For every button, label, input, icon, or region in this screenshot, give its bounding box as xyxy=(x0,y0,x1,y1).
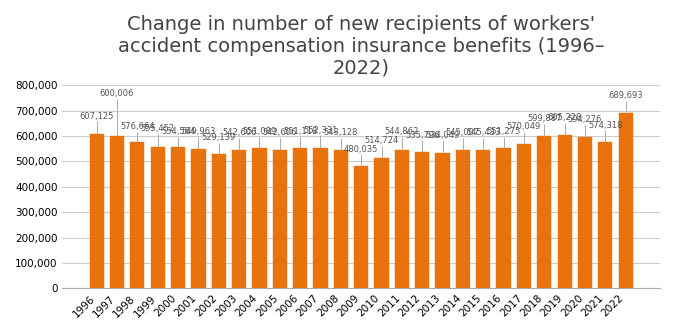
Bar xyxy=(212,154,226,288)
Text: 555,452: 555,452 xyxy=(140,124,175,133)
Text: 545,007: 545,007 xyxy=(446,128,480,137)
Text: 542,606: 542,606 xyxy=(263,128,297,137)
Text: 480,035: 480,035 xyxy=(344,145,379,154)
Bar xyxy=(558,135,572,288)
Text: 605,228: 605,228 xyxy=(547,113,582,122)
Bar xyxy=(90,134,104,288)
Text: 534,049: 534,049 xyxy=(425,131,460,140)
Text: 689,693: 689,693 xyxy=(608,92,643,100)
Bar xyxy=(313,148,327,288)
Bar xyxy=(110,136,124,288)
Bar xyxy=(618,113,633,288)
Text: 576,664: 576,664 xyxy=(120,122,155,131)
Text: 545,433: 545,433 xyxy=(466,128,500,137)
Bar xyxy=(191,149,205,288)
Text: 543,128: 543,128 xyxy=(323,128,358,137)
Bar xyxy=(375,158,389,288)
Text: 574,318: 574,318 xyxy=(588,121,622,130)
Bar xyxy=(354,166,369,288)
Text: 551,275: 551,275 xyxy=(487,127,520,136)
Text: 514,724: 514,724 xyxy=(364,136,399,145)
Text: 554,564: 554,564 xyxy=(161,127,195,136)
Bar xyxy=(171,147,185,288)
Bar xyxy=(293,148,307,288)
Bar xyxy=(395,150,409,288)
Text: 529,139: 529,139 xyxy=(202,133,236,142)
Bar xyxy=(151,147,165,288)
Text: 542,606: 542,606 xyxy=(222,128,256,137)
Bar xyxy=(273,151,287,288)
Text: 570,049: 570,049 xyxy=(507,122,541,131)
Text: 607,125: 607,125 xyxy=(80,112,114,121)
Bar xyxy=(232,151,246,288)
Bar xyxy=(456,150,470,288)
Bar xyxy=(130,142,144,288)
Text: 549,963: 549,963 xyxy=(181,127,215,136)
Bar xyxy=(252,148,267,288)
Text: 551,089: 551,089 xyxy=(242,127,277,136)
Text: 594,276: 594,276 xyxy=(568,116,602,125)
Text: 599,887: 599,887 xyxy=(527,114,562,123)
Bar xyxy=(415,152,429,288)
Title: Change in number of new recipients of workers'
accident compensation insurance b: Change in number of new recipients of wo… xyxy=(118,15,605,78)
Bar xyxy=(333,150,348,288)
Text: 544,862: 544,862 xyxy=(385,128,419,136)
Text: 535,796: 535,796 xyxy=(405,131,439,140)
Text: 552,331: 552,331 xyxy=(303,126,338,135)
Bar xyxy=(598,142,612,288)
Text: 551,118: 551,118 xyxy=(283,127,317,136)
Bar xyxy=(497,148,511,288)
Bar xyxy=(476,150,491,288)
Bar xyxy=(578,137,592,288)
Text: 600,006: 600,006 xyxy=(100,89,134,98)
Bar xyxy=(537,136,551,288)
Bar xyxy=(517,144,531,288)
Bar xyxy=(435,153,450,288)
